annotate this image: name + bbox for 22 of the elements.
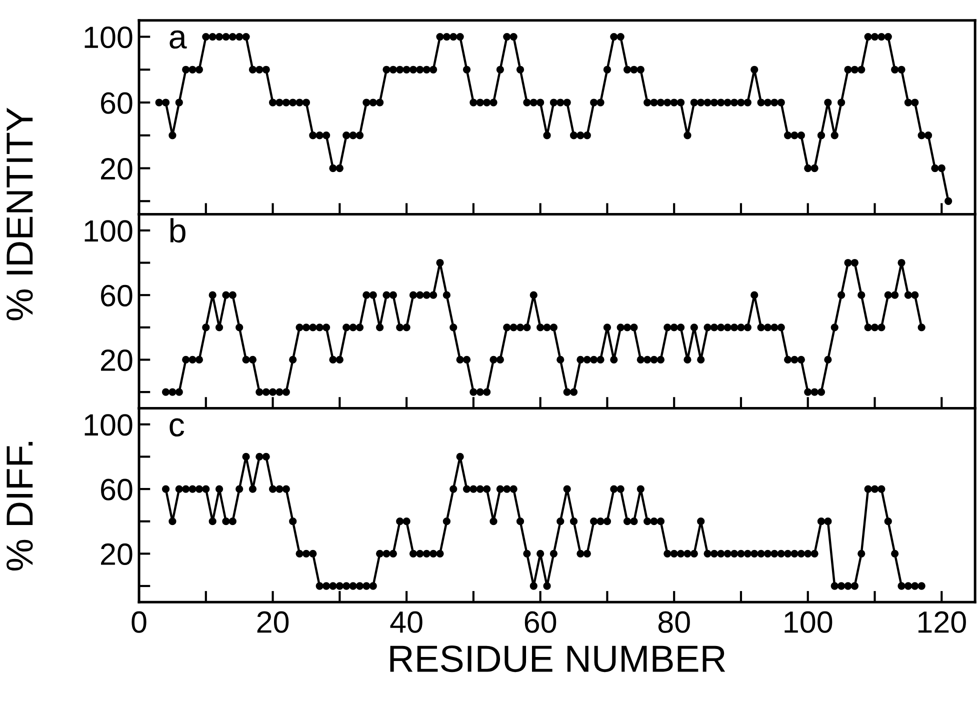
y-tick-label: 100 — [84, 220, 132, 242]
y-tick-label: 60 — [101, 92, 132, 114]
x-tick-label: 20 — [257, 611, 289, 633]
y-tick-label: 20 — [101, 158, 132, 180]
annotation: a — [170, 30, 187, 49]
y-axis-title: % IDENTITY — [6, 108, 33, 320]
x-tick-label: 100 — [784, 611, 832, 633]
x-tick-label: 60 — [524, 611, 556, 633]
y-tick-label: 100 — [84, 26, 132, 48]
annotation: c — [170, 418, 184, 437]
y-tick-label: 20 — [101, 543, 132, 566]
x-tick-label: 120 — [918, 611, 966, 633]
y-tick-label: 100 — [84, 414, 132, 436]
y-tick-label: 20 — [101, 349, 132, 372]
y-tick-label: 60 — [101, 478, 132, 500]
annotation: b — [170, 218, 186, 243]
y-axis-title: % DIFF. — [6, 442, 33, 571]
x-axis-title: RESIDUE NUMBER — [390, 646, 726, 672]
x-tick-label: 80 — [658, 611, 690, 633]
x-tick-label: 40 — [390, 611, 422, 633]
x-tick-label: 0 — [132, 611, 146, 633]
y-tick-label: 60 — [101, 284, 132, 306]
